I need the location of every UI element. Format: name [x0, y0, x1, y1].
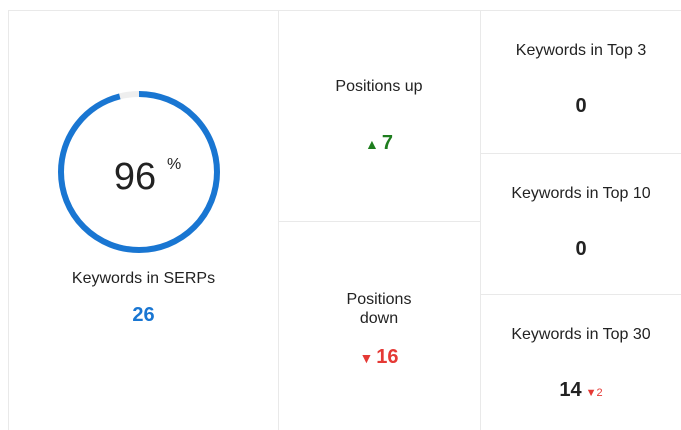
top-number: 14: [559, 379, 582, 401]
gauge-arc: [58, 91, 220, 253]
gauge: 96 %: [58, 91, 220, 253]
gauge-value: 96: [114, 156, 156, 198]
top-cell: Keywords in Top 3 0: [481, 10, 681, 153]
positions-cell: Positions down ▼ 16: [278, 221, 481, 430]
positions-label: Positions up: [335, 78, 423, 95]
positions-cell: Positions up ▲ 7: [278, 10, 481, 221]
gauge-unit: %: [167, 156, 181, 173]
top-cell: Keywords in Top 10 0: [481, 153, 681, 294]
positions-number: 7: [381, 132, 393, 154]
top-value: 0: [481, 238, 681, 261]
serps-cell: 96 % Keywords in SERPs 26: [8, 10, 279, 430]
top-value: 0: [481, 95, 681, 118]
positions-value: ▲ 7: [278, 132, 480, 155]
top-value: 14 ▼2: [481, 379, 681, 402]
top-label: Keywords in Top 10: [511, 185, 651, 202]
direction-icon: ▲: [365, 136, 379, 152]
top-number: 0: [575, 238, 587, 260]
top-cell: Keywords in Top 30 14 ▼2: [481, 294, 681, 430]
positions-value: ▼ 16: [278, 346, 480, 369]
top-change: ▼2: [586, 387, 603, 399]
serps-label: Keywords in SERPs: [71, 270, 216, 287]
top-label: Keywords in Top 3: [515, 42, 647, 59]
positions-label: Positions down: [346, 291, 412, 327]
direction-icon: ▼: [359, 350, 374, 366]
top-label: Keywords in Top 30: [511, 326, 651, 343]
serps-count: 26: [132, 304, 155, 326]
direction-icon: ▼: [585, 387, 597, 399]
top-number: 0: [575, 95, 587, 117]
positions-number: 16: [376, 346, 399, 368]
change-number: 2: [596, 387, 603, 399]
